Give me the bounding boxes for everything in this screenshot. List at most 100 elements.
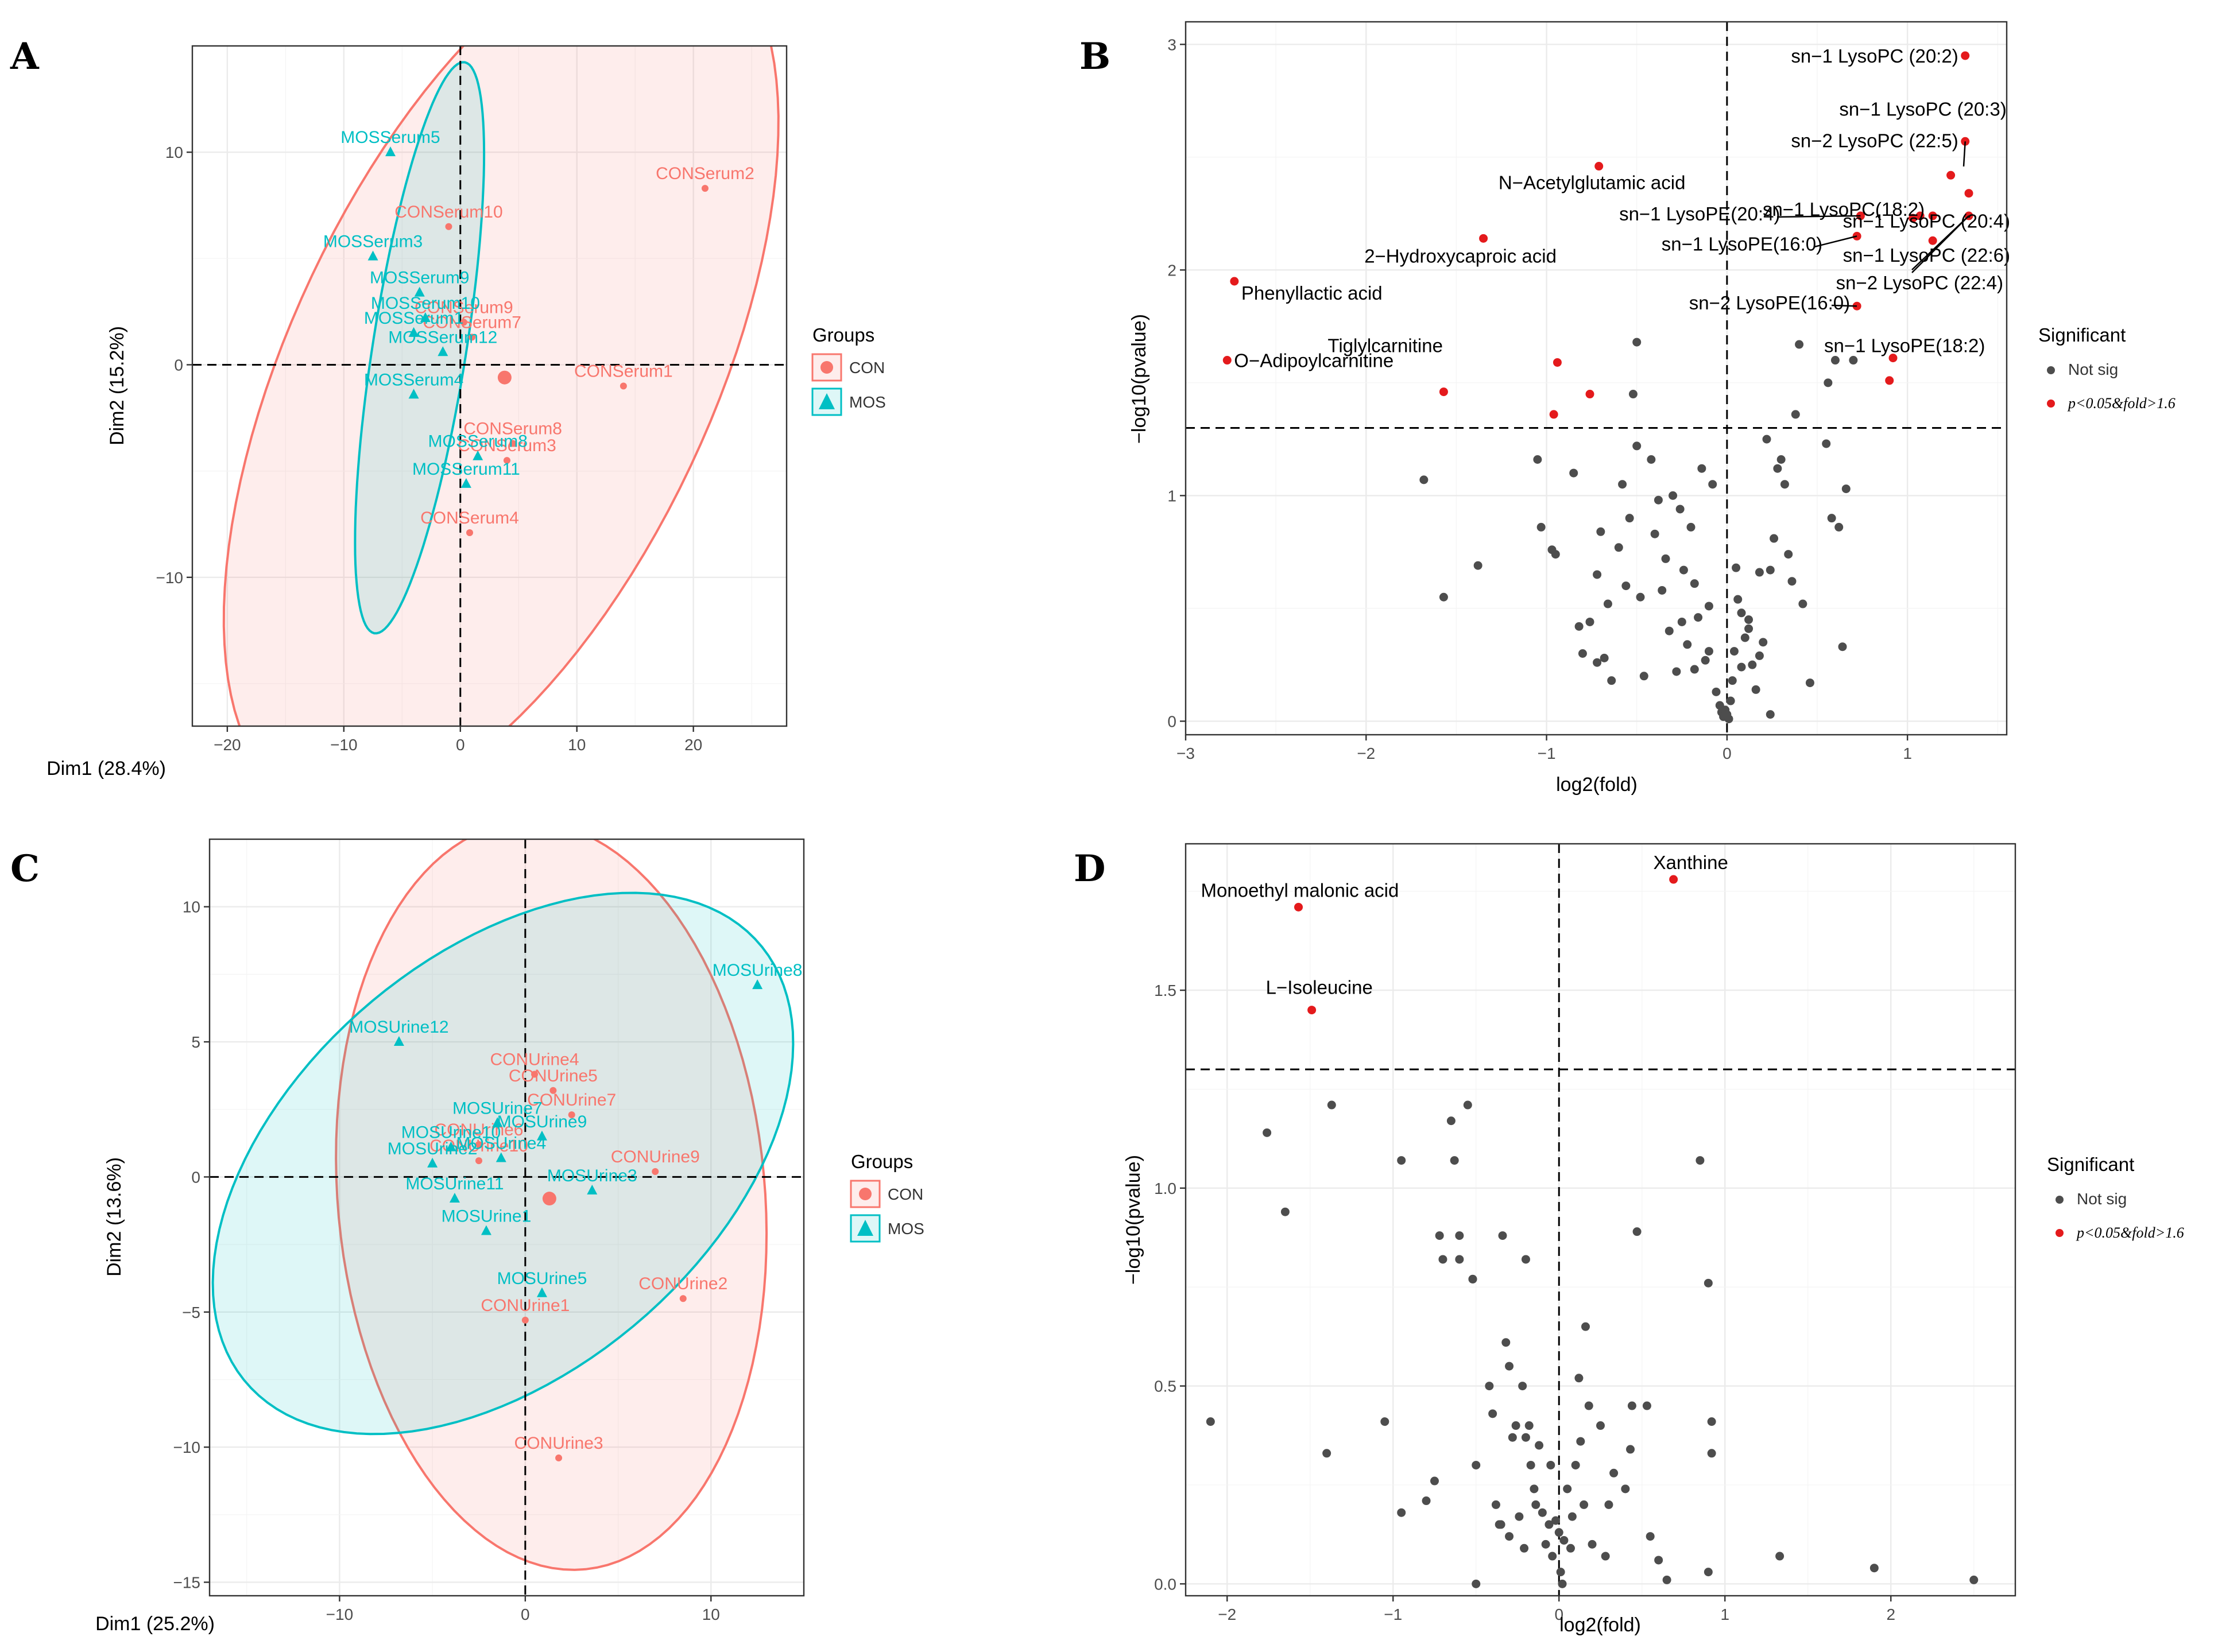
point-not-sig <box>1280 1207 1290 1216</box>
point-significant <box>1964 189 1973 198</box>
point-label: CONUrine4 <box>490 1050 579 1069</box>
point-not-sig <box>1472 1579 1481 1588</box>
y-axis-title: −log10(pvalue) <box>1122 1155 1144 1285</box>
point-not-sig <box>1639 672 1648 681</box>
point-not-sig <box>1603 599 1612 608</box>
point-label: CONUrine6 <box>434 1120 523 1139</box>
annotation-label: sn−1 LysoPE(20:4) <box>1619 203 1780 224</box>
y-tick-label: 1.0 <box>1154 1180 1176 1197</box>
y-axis-title: Dim2 (15.2%) <box>106 326 128 445</box>
point-not-sig <box>1455 1231 1464 1240</box>
legend: Significant Not sig p<0.05&fold>1.6 <box>2047 1154 2184 1241</box>
point-not-sig <box>1733 595 1743 604</box>
point-significant <box>1888 354 1898 363</box>
point-not-sig <box>1679 565 1688 575</box>
point-not-sig <box>1488 1409 1497 1418</box>
point-label: CONSerum7 <box>423 313 521 332</box>
point-not-sig <box>1472 1460 1481 1469</box>
point-not-sig <box>1463 1100 1472 1110</box>
point-not-sig <box>1596 527 1605 536</box>
panel-letter: D <box>1074 847 1106 890</box>
panel-border <box>191 45 788 727</box>
point-not-sig <box>1822 439 1831 448</box>
y-tick-label: −10 <box>173 1438 201 1456</box>
point-significant <box>1909 214 1918 223</box>
point-label: CONUrine5 <box>509 1067 598 1085</box>
point-not-sig <box>1690 579 1699 588</box>
data-point-con <box>555 1454 563 1461</box>
point-not-sig <box>1327 1100 1336 1110</box>
point-not-sig <box>1588 1539 1597 1549</box>
point-label: CONSerum2 <box>656 164 754 183</box>
point-not-sig <box>1642 1401 1651 1410</box>
point-not-sig <box>1473 561 1482 570</box>
point-not-sig <box>1422 1496 1431 1506</box>
point-not-sig <box>1677 617 1686 626</box>
annotation-label: sn−1 LysoPE(16:0) <box>1662 233 1822 254</box>
point-label: CONUrine9 <box>611 1147 700 1166</box>
point-not-sig <box>1776 455 1786 464</box>
point-label: CONUrine2 <box>638 1274 727 1293</box>
x-axis-title: Dim1 (28.4%) <box>47 758 166 780</box>
x-tick-label: −1 <box>1384 1606 1402 1623</box>
point-not-sig <box>1322 1449 1331 1458</box>
point-not-sig <box>1672 667 1681 676</box>
point-not-sig <box>1574 622 1584 631</box>
point-not-sig <box>1521 1433 1530 1442</box>
point-not-sig <box>1665 626 1674 635</box>
panel-letter: B <box>1079 35 1110 78</box>
x-tick-label: 10 <box>568 736 586 754</box>
point-label: CONUrine7 <box>527 1091 616 1110</box>
point-not-sig <box>1824 378 1833 387</box>
point-label: CONSerum9 <box>415 298 513 317</box>
point-not-sig <box>1686 522 1696 532</box>
annotation-label: sn−1 LysoPE(18:2) <box>1824 335 1985 356</box>
point-not-sig <box>1712 687 1721 696</box>
point-not-sig <box>1766 565 1775 575</box>
point-not-sig <box>1601 1552 1610 1561</box>
y-tick-label: 0.5 <box>1154 1378 1176 1395</box>
data-point-con <box>503 457 510 464</box>
point-label: CONSerum10 <box>394 203 502 222</box>
x-tick-label: −3 <box>1176 744 1195 762</box>
data-point-mos <box>587 1184 598 1195</box>
point-not-sig <box>1784 550 1793 559</box>
panel-C: C −10 0 10 −15 −10 −5 0 5 10 Dim1 (25.2%) Dim2 (13.… <box>10 838 924 1635</box>
panel-letter: A <box>10 35 40 78</box>
point-not-sig <box>1569 468 1578 478</box>
data-point-con <box>466 529 473 537</box>
annotation-label: sn−1 LysoPC (20:4) <box>1843 211 2010 232</box>
data-point-mos <box>449 1193 460 1203</box>
point-not-sig <box>1571 1460 1580 1469</box>
data-point-mos <box>367 250 378 261</box>
point-not-sig <box>1263 1128 1272 1137</box>
point-label: MOSUrine10 <box>401 1123 501 1142</box>
data-point-con <box>469 333 476 341</box>
point-label: CONSerum4 <box>420 509 519 528</box>
x-tick-label: 0 <box>521 1606 530 1623</box>
data-point-mos <box>414 286 425 297</box>
data-point-con <box>509 440 517 447</box>
point-label: CONSerum1 <box>574 362 673 381</box>
point-not-sig <box>1707 1449 1716 1458</box>
y-tick-label: 2 <box>1167 261 1176 279</box>
point-not-sig <box>1435 1231 1444 1240</box>
point-not-sig <box>1626 1445 1635 1454</box>
point-not-sig <box>1849 356 1858 365</box>
legend-key-point <box>820 361 833 374</box>
point-not-sig <box>1737 608 1746 618</box>
point-label: CONUrine3 <box>514 1434 603 1453</box>
x-tick-label: 0 <box>1722 744 1732 762</box>
label-leader-line <box>1911 215 1969 273</box>
point-not-sig <box>1690 665 1699 674</box>
point-not-sig <box>1628 390 1638 399</box>
point-not-sig <box>1397 1508 1406 1517</box>
point-not-sig <box>1538 1508 1547 1517</box>
point-not-sig <box>1531 1500 1540 1509</box>
annotation-label: sn−2 LysoPC (22:4) <box>1836 272 2003 293</box>
data-point-con <box>460 319 467 326</box>
annotation-label: Monoethyl malonic acid <box>1201 879 1399 901</box>
point-not-sig <box>1559 1535 1569 1545</box>
annotation-label: Tiglylcarnitine <box>1327 335 1443 356</box>
point-not-sig <box>1732 563 1741 572</box>
